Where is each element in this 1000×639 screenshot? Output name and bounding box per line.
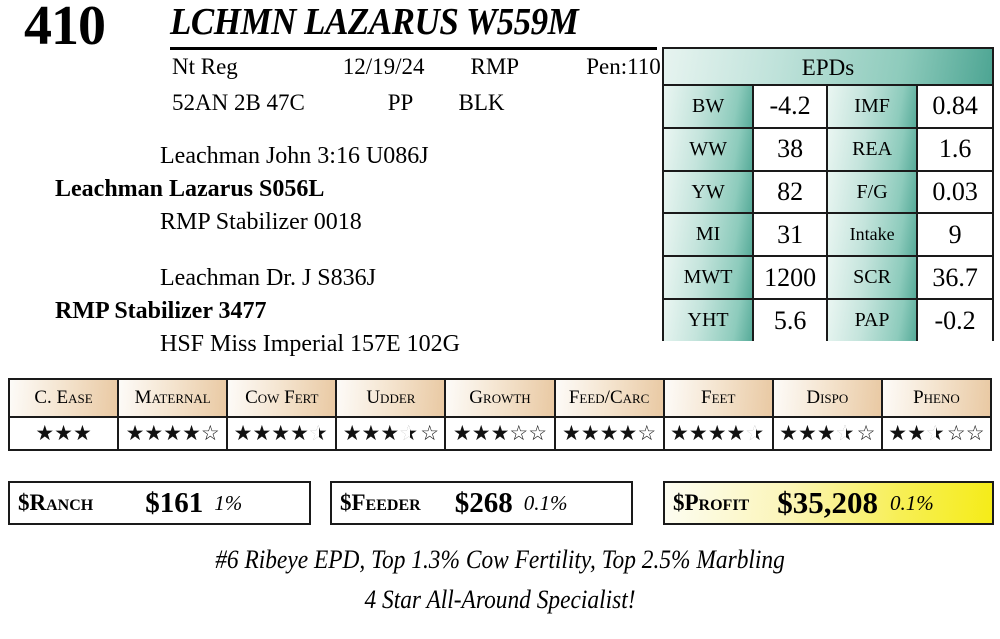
dam-of-sire: RMP Stabilizer 0018 <box>160 209 362 235</box>
trait-header-c-ease: C. Ease <box>10 380 120 416</box>
epd-label-left: BW <box>664 86 755 127</box>
epd-row: WW 38 REA 1.6 <box>664 128 992 172</box>
trait-header-feed-carc: Feed/Carc <box>555 380 665 416</box>
trait-header-maternal: Maternal <box>119 380 229 416</box>
epd-label-right: IMF <box>827 86 919 127</box>
epd-value-left: 1200 <box>754 257 828 299</box>
epds-table-body: BW -4.2 IMF 0.84 WW 38 REA 1.6 YW 82 F/G 0.03 MI 31 In… <box>664 86 992 341</box>
ranch-index-percentile: 1% <box>214 490 243 515</box>
note-line-2: 4 Star All-Around Specialist! <box>364 585 636 614</box>
note-line-1: #6 Ribeye EPD, Top 1.3% Cow Fertility, T… <box>215 545 785 574</box>
epd-value-right: 9 <box>918 214 992 256</box>
star-rating: ★★★★ ★ ☆ <box>342 421 440 445</box>
epd-row: MI 31 Intake 9 <box>664 214 992 258</box>
trait-star-row: ★★★ ★★★★☆ ★★★★★ ★ ★★★★ ★ ☆ ★★★☆☆ ★★★★☆ ★★★★★ ★ ★★★★… <box>10 418 990 449</box>
breed-code: RMP <box>470 54 520 79</box>
sire-of-sire: Leachman John 3:16 U086J <box>160 143 429 169</box>
animal-name: LCHMN LAZARUS W559M <box>170 1 579 43</box>
epd-label-right: Intake <box>827 214 919 256</box>
feeder-index-label: $Feeder <box>340 490 421 515</box>
epd-label-left: YHT <box>664 300 755 341</box>
star-rating: ★★★☆☆ <box>452 421 548 445</box>
epd-row: BW -4.2 IMF 0.84 <box>664 86 992 129</box>
epds-table-title: EPDs <box>664 49 992 86</box>
profit-index-percentile: 0.1% <box>889 490 934 515</box>
epd-value-right: 0.03 <box>918 171 992 213</box>
epd-label-right: PAP <box>827 300 919 341</box>
epd-label-left: WW <box>664 128 755 170</box>
feeder-index-value: $268 <box>454 486 513 519</box>
trait-header-dispo: Dispo <box>773 380 883 416</box>
trait-header-feet: Feet <box>664 380 774 416</box>
star-rating: ★★★★☆ <box>125 421 220 445</box>
profit-index-label: $Profit <box>673 490 750 515</box>
epd-label-right: SCR <box>827 257 919 299</box>
profit-index-box: $Profit $35,208 0.1% <box>663 481 994 525</box>
profit-index-value: $35,208 <box>777 485 878 520</box>
star-rating: ★★★★★ ★ <box>233 421 328 445</box>
trait-header-growth: Growth <box>446 380 556 416</box>
star-rating: ★★★★☆ <box>562 421 657 445</box>
epd-row: MWT 1200 SCR 36.7 <box>664 257 992 301</box>
epd-row: YHT 5.6 PAP -0.2 <box>664 300 992 341</box>
pedigree-block: Leachman John 3:16 U086J Leachman Lazaru… <box>0 140 660 361</box>
trait-rating-cell: ★★★☆☆ <box>446 418 556 449</box>
star-rating: ★★★★★ ★ <box>670 421 765 445</box>
trait-header-cow-fert: Cow Fert <box>228 380 338 416</box>
registration-info-row: Nt Reg 12/19/24 RMP Pen:110 <box>172 54 661 80</box>
trait-rating-cell: ★★★ ★ ☆☆ <box>882 418 990 449</box>
trait-rating-cell: ★★★★ ★ ☆ <box>337 418 447 449</box>
star-rating: ★★★ <box>35 421 92 445</box>
sire-of-dam: Leachman Dr. J S836J <box>160 265 376 291</box>
trait-rating-cell: ★★★★ ★ ☆ <box>773 418 883 449</box>
ranch-index-label: $Ranch <box>18 490 94 515</box>
trait-header-pheno: Pheno <box>882 380 990 416</box>
breed-composition: 52AN 2B 47C <box>172 90 305 115</box>
epd-value-left: 5.6 <box>754 300 828 341</box>
epd-label-left: YW <box>664 171 755 213</box>
breed-composition-row: 52AN 2B 47C PP BLK <box>172 90 505 116</box>
epd-value-left: 82 <box>754 171 828 213</box>
epd-value-left: -4.2 <box>754 86 828 127</box>
trait-rating-cell: ★★★★★ ★ <box>228 418 338 449</box>
trait-rating-table: C. Ease Maternal Cow Fert Udder Growth Feed/C… <box>8 378 992 451</box>
star-rating: ★★★ ★ ☆☆ <box>888 421 985 445</box>
star-rating: ★★★★ ★ ☆ <box>779 421 876 445</box>
polled-status: PP <box>387 90 414 115</box>
epd-value-right: -0.2 <box>918 300 992 341</box>
pen-number: Pen:110 <box>586 54 661 79</box>
pedigree-spacer <box>0 239 660 262</box>
highlight-notes: #6 Ribeye EPD, Top 1.3% Cow Fertility, T… <box>0 540 1000 620</box>
epd-label-right: F/G <box>827 171 919 213</box>
trait-header-row: C. Ease Maternal Cow Fert Udder Growth Feed/C… <box>10 380 990 418</box>
birth-date: 12/19/24 <box>342 54 425 79</box>
epd-label-left: MI <box>664 214 755 256</box>
trait-rating-cell: ★★★★☆ <box>119 418 229 449</box>
trait-rating-cell: ★★★★☆ <box>555 418 665 449</box>
epd-label-left: MWT <box>664 257 755 299</box>
dam: RMP Stabilizer 3477 <box>55 298 267 324</box>
ranch-index-value: $161 <box>145 486 204 519</box>
lot-number: 410 <box>24 0 106 57</box>
epd-row: YW 82 F/G 0.03 <box>664 171 992 215</box>
epd-value-left: 31 <box>754 214 828 256</box>
epds-table: EPDs BW -4.2 IMF 0.84 WW 38 REA 1.6 YW 82 F/G 0.03 M… <box>662 47 994 341</box>
epd-label-right: REA <box>827 128 919 170</box>
trait-rating-cell: ★★★★★ ★ <box>664 418 774 449</box>
dam-of-dam: HSF Miss Imperial 157E 102G <box>160 331 460 357</box>
title-divider <box>170 47 657 50</box>
feeder-index-box: $Feeder $268 0.1% <box>330 481 633 525</box>
trait-header-udder: Udder <box>337 380 447 416</box>
epd-value-left: 38 <box>754 128 828 170</box>
epd-value-right: 0.84 <box>918 86 992 127</box>
trait-rating-cell: ★★★ <box>10 418 120 449</box>
ranch-index-box: $Ranch $161 1% <box>8 481 311 525</box>
sire: Leachman Lazarus S056L <box>55 176 325 202</box>
hide-color: BLK <box>458 90 505 115</box>
feeder-index-percentile: 0.1% <box>523 490 568 515</box>
registration-status: Nt Reg <box>172 54 238 79</box>
epd-value-right: 1.6 <box>918 128 992 170</box>
epd-value-right: 36.7 <box>918 257 992 299</box>
